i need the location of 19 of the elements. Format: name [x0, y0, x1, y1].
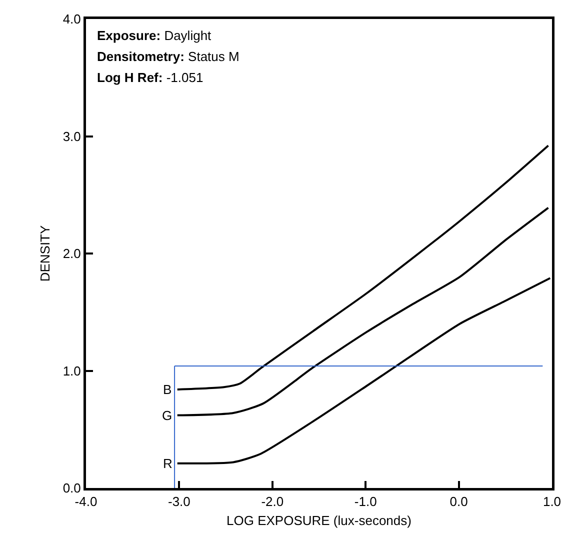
annotation: Densitometry: Status M: [97, 49, 240, 64]
y-axis-title: DENSITY: [38, 225, 53, 282]
annotation: Log H Ref: -1.051: [97, 70, 204, 85]
x-tick-label: -1.0: [354, 494, 377, 510]
series-label: G: [162, 408, 172, 423]
x-tick-label: -2.0: [261, 494, 284, 510]
y-tick-label: 1.0: [62, 363, 81, 378]
x-tick-label: 0.0: [450, 494, 468, 510]
y-tick-label: 2.0: [62, 246, 81, 262]
series-label: B: [163, 382, 172, 397]
annotation: Exposure: Daylight: [97, 28, 212, 43]
x-tick-label: -4.0: [74, 494, 98, 510]
y-tick-label: 0.0: [62, 480, 81, 496]
y-tick-label: 3.0: [62, 128, 81, 144]
x-tick-label: 1.0: [542, 494, 562, 510]
x-tick-label: -3.0: [168, 494, 190, 510]
y-tick-label: 4.0: [62, 12, 81, 27]
series-label: R: [163, 456, 172, 471]
x-axis-title: LOG EXPOSURE (lux-seconds): [226, 512, 412, 528]
